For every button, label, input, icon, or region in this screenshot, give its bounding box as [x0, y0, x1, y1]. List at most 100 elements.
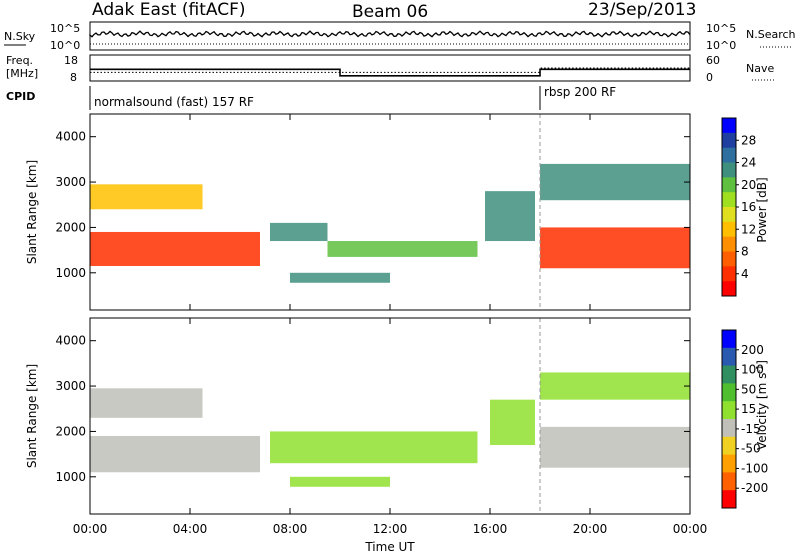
- velocity-colorbar-tick-label: -200: [741, 481, 768, 495]
- freq-tick-top: 18: [64, 54, 78, 67]
- noise-right-tick-bottom: 10^0: [706, 39, 736, 52]
- noise-search-label: N.Search: [746, 28, 796, 41]
- velocity-colorbar-tick-label: 15: [741, 402, 756, 416]
- date-title: 23/Sep/2013: [588, 0, 696, 20]
- power-ylabel: Slant Range [km]: [25, 160, 39, 264]
- noise-right-tick-top: 10^5: [706, 22, 736, 35]
- velocity-colorbar: 200 100 50 15 -15 -50 -100 -200: [721, 329, 768, 509]
- power-y-axis: 1000 2000 3000 4000: [55, 130, 690, 280]
- velocity-colorbar-tick-label: -15: [741, 422, 761, 436]
- frequency-trace: [90, 68, 690, 77]
- power-echo-region: [90, 184, 203, 210]
- velocity-colorbar-swatch: [722, 472, 736, 491]
- power-colorbar-tick-label: 12: [741, 222, 756, 236]
- power-echo-region: [540, 227, 690, 269]
- velocity-colorbar-swatch: [722, 401, 736, 420]
- station-title: Adak East (fitACF): [92, 0, 246, 20]
- power-echo-region: [290, 272, 390, 283]
- power-colorbar-swatch: [722, 281, 736, 297]
- y-tick-label: 1000: [55, 266, 86, 280]
- power-colorbar-tick-label: 4: [741, 267, 749, 281]
- power-colorbar-tick-label: 24: [741, 156, 756, 170]
- noise-panel: [89, 21, 691, 51]
- power-colorbar-swatch: [722, 207, 736, 223]
- velocity-ylabel: Slant Range [km]: [25, 364, 39, 468]
- noise-sky-line: [89, 30, 691, 38]
- freq-tick-bottom: 8: [70, 71, 77, 84]
- velocity-echo-layer: [90, 318, 690, 514]
- time-x-axis: 00:00 04:00 08:00 12:00 16:00 20:00 00:00: [73, 114, 707, 536]
- velocity-echo-region: [90, 388, 203, 418]
- power-echo-region: [327, 241, 478, 257]
- velocity-colorbar-swatch: [722, 419, 736, 438]
- power-colorbar-swatch: [722, 177, 736, 193]
- velocity-colorbar-swatch: [722, 330, 736, 349]
- velocity-echo-region: [490, 399, 535, 446]
- x-tick-label: 16:00: [473, 522, 508, 536]
- power-echo-region: [485, 191, 535, 242]
- velocity-colorbar-tick-label: -100: [741, 461, 768, 475]
- power-colorbar-swatch: [722, 162, 736, 178]
- cpid-label: CPID: [6, 90, 35, 103]
- power-echo-region: [90, 231, 260, 266]
- beam-title: Beam 06: [352, 2, 428, 22]
- noise-sky-label: N.Sky: [4, 30, 36, 43]
- velocity-colorbar-swatch: [722, 383, 736, 402]
- power-colorbar-swatch: [722, 132, 736, 149]
- noise-left-tick-bottom: 10^0: [50, 39, 80, 52]
- power-colorbar-swatch: [722, 192, 736, 208]
- power-echo-region: [270, 222, 328, 242]
- power-echo-layer: [90, 114, 690, 310]
- x-tick-label: 04:00: [173, 522, 208, 536]
- velocity-colorbar-label: Velocity [m s-1]: [755, 360, 769, 450]
- power-colorbar-tick-label: 16: [741, 200, 756, 214]
- velocity-colorbar-frame: [721, 329, 737, 509]
- y-tick-label: 2000: [55, 424, 86, 438]
- power-colorbar-swatch: [722, 266, 736, 282]
- velocity-colorbar-tick-label: 100: [741, 363, 764, 377]
- x-tick-label: 20:00: [573, 522, 608, 536]
- velocity-y-axis: 1000 2000 3000 4000: [55, 334, 690, 484]
- freq-label: Freq.: [6, 54, 33, 67]
- cpid-mode-2: rbsp 200 RF: [544, 85, 616, 99]
- noise-sky-trace: [89, 30, 691, 45]
- power-colorbar-tick-label: 8: [741, 245, 749, 259]
- velocity-echo-region: [540, 372, 690, 400]
- y-tick-label: 4000: [55, 334, 86, 348]
- velocity-echo-region: [540, 426, 690, 468]
- y-tick-label: 1000: [55, 470, 86, 484]
- power-colorbar-swatch: [722, 251, 736, 267]
- x-tick-label: 12:00: [373, 522, 408, 536]
- velocity-colorbar-swatch: [722, 436, 736, 456]
- velocity-colorbar-swatch: [722, 490, 736, 509]
- xlabel: Time UT: [364, 540, 415, 554]
- power-colorbar-swatch: [722, 221, 736, 238]
- velocity-echo-region: [90, 435, 260, 473]
- y-tick-label: 2000: [55, 220, 86, 234]
- power-colorbar-tick-label: 20: [741, 178, 756, 192]
- y-tick-label: 4000: [55, 130, 86, 144]
- nave-tick-top: 60: [706, 54, 720, 67]
- velocity-colorbar-tick-label: 50: [741, 382, 756, 396]
- nave-tick-bottom: 0: [706, 71, 713, 84]
- power-colorbar-swatch: [722, 147, 736, 163]
- power-echo-region: [540, 163, 690, 201]
- velocity-colorbar-swatch: [722, 365, 736, 384]
- velocity-colorbar-swatch: [722, 347, 736, 367]
- power-colorbar-swatch: [722, 118, 736, 134]
- nave-label: Nave: [746, 62, 774, 75]
- velocity-echo-region: [290, 476, 390, 487]
- power-colorbar-swatch: [722, 236, 736, 252]
- power-colorbar-label: Power [dB]: [755, 177, 769, 242]
- velocity-echo-region: [270, 431, 478, 464]
- y-tick-label: 3000: [55, 175, 86, 189]
- x-tick-label: 00:00: [73, 522, 108, 536]
- freq-panel: [89, 54, 691, 82]
- power-colorbar: 28 24 20 16 12 8 4: [721, 117, 756, 297]
- velocity-colorbar-tick-label: 200: [741, 343, 764, 357]
- x-tick-label: 08:00: [273, 522, 308, 536]
- freq-unit-label: [MHz]: [6, 67, 38, 80]
- velocity-colorbar-swatch: [722, 454, 736, 473]
- noise-left-tick-top: 10^5: [50, 22, 80, 35]
